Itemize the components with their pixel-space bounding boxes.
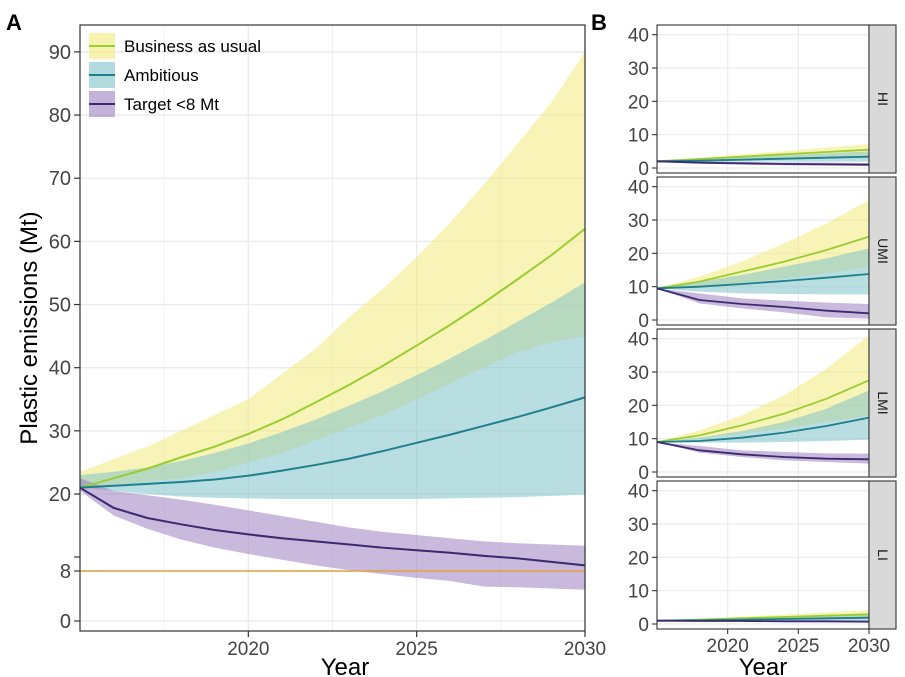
panel-a-y-tick-label: 0 <box>60 611 71 633</box>
panel-a-y-tick-label: 20 <box>49 484 71 506</box>
facet-line-tgt <box>657 621 869 622</box>
panel-a-y-tick-label: 90 <box>49 42 71 64</box>
facet-y-tick-label: 0 <box>638 615 649 636</box>
panel-a-y-tick-label: 80 <box>49 105 71 127</box>
facet-y-tick-label: 20 <box>628 244 649 265</box>
facet-strip-label: LMI <box>875 391 891 414</box>
panel-b-x-tick-label: 2030 <box>848 636 890 657</box>
facet-y-tick-label: 40 <box>628 178 649 199</box>
facet-y-tick-label: 20 <box>628 548 649 569</box>
facet-y-tick-label: 20 <box>628 396 649 417</box>
panel-a-x-tick-label: 2020 <box>227 639 269 660</box>
facet-y-tick-label: 40 <box>628 330 649 351</box>
legend-label-tgt: Target <8 Mt <box>124 95 219 114</box>
panel-a-y-tick-label: 50 <box>49 295 71 317</box>
facet-y-tick-label: 10 <box>628 582 649 603</box>
legend-label-bau: Business as usual <box>124 37 261 56</box>
facet-strip-label: UMI <box>875 238 891 264</box>
panel-a-y-axis-title: Plastic emissions (Mt) <box>16 211 43 444</box>
facet-li: LI 0 10 20 30 40 <box>628 481 896 636</box>
facet-y-tick-label: 10 <box>628 126 649 147</box>
facet-strip-label: LI <box>875 549 891 561</box>
panel-a-y-tick-label: 30 <box>49 421 71 443</box>
panel-a-y-tick-label: 40 <box>49 358 71 380</box>
facet-y-tick-label: 20 <box>628 92 649 113</box>
panel-label-b: B <box>591 10 607 35</box>
facet-y-tick-label: 40 <box>628 26 649 47</box>
facet-plot-background <box>657 481 869 629</box>
panel-label-a: A <box>6 10 22 35</box>
panel-b-x-axis-title: Year <box>739 654 788 677</box>
panel-a-y-tick-label: 70 <box>49 168 71 190</box>
facet-y-tick-label: 30 <box>628 363 649 384</box>
facet-y-tick-label: 30 <box>628 59 649 80</box>
facet-y-tick-label: 40 <box>628 482 649 503</box>
facet-y-tick-label: 10 <box>628 278 649 299</box>
panel-a-y-tick-label: 60 <box>49 231 71 253</box>
panel-a-x-tick-label: 2030 <box>564 639 606 660</box>
panel-b-facets: HI010203040UMI010203040LMI010203040LI010… <box>628 25 896 677</box>
panel-a-x-tick-label: 2025 <box>396 639 438 660</box>
facet-strip-label: HI <box>875 92 891 106</box>
facet-y-tick-label: 30 <box>628 211 649 232</box>
facet-y-tick-label: 10 <box>628 430 649 451</box>
panel-a-x-axis-title: Year <box>321 654 370 677</box>
legend-label-amb: Ambitious <box>124 66 199 85</box>
panel-a-y-tick-label: 8 <box>60 561 71 583</box>
facet-y-tick-label: 30 <box>628 515 649 536</box>
